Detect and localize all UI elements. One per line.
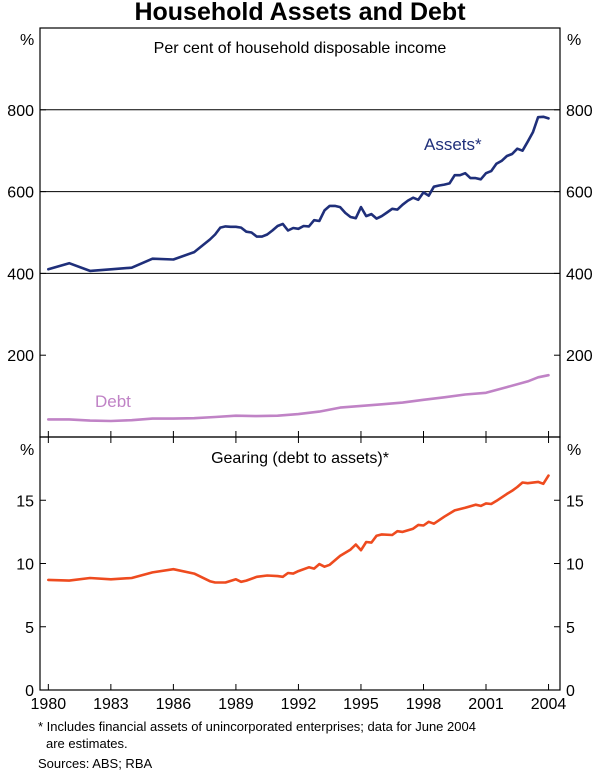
gearing-series-line	[47, 474, 550, 584]
sources-note: Sources: ABS; RBA	[38, 756, 152, 771]
y-tick-label-left: 400	[7, 266, 34, 283]
top-gridlines	[40, 109, 560, 274]
y-tick-label-right: 5	[566, 620, 575, 637]
top-panel: % % Per cent of household disposable inc…	[7, 27, 593, 438]
bottom-panel: % % Gearing (debt to assets)* 0 0 5 5 10 10 15…	[16, 436, 584, 700]
y-tick-label-left: 200	[7, 348, 34, 365]
x-tick-label: 1986	[156, 696, 192, 713]
bottom-unit-right: %	[567, 442, 581, 459]
y-tick-label-right: 800	[566, 103, 593, 120]
x-tick-label: 1995	[343, 696, 379, 713]
x-tick-label: 2001	[468, 696, 504, 713]
top-tick-labels: 200 200 400 400 600 600 800 800	[7, 103, 593, 365]
top-unit-right: %	[567, 32, 581, 49]
top-panel-subtitle: Per cent of household disposable income	[154, 40, 447, 57]
y-tick-label-left: 5	[25, 620, 34, 637]
y-tick-label-right: 10	[566, 557, 584, 574]
x-tick-label: 1998	[406, 696, 442, 713]
assets-series-line	[47, 115, 550, 273]
footnote-line-1: * Includes financial assets of unincorpo…	[38, 719, 476, 734]
y-tick-label-right: 0	[566, 683, 575, 700]
bottom-panel-subtitle: Gearing (debt to assets)*	[211, 450, 389, 467]
chart-title: Household Assets and Debt	[134, 0, 466, 26]
debt-series-label: Debt	[95, 392, 131, 411]
x-tick-label: 1992	[281, 696, 317, 713]
x-tick-label: 2004	[531, 696, 567, 713]
assets-series-label: Assets*	[424, 135, 482, 154]
x-axis: 1980 1983 1986 1989 1992 1995 1998 2001 2004	[31, 431, 567, 713]
y-tick-label-right: 15	[566, 493, 584, 510]
bottom-tick-labels: 0 0 5 5 10 10 15 15	[16, 493, 584, 700]
y-tick-label-left: 800	[7, 103, 34, 120]
top-unit-left: %	[20, 32, 34, 49]
bottom-series	[47, 474, 550, 584]
y-tick-label-right: 400	[566, 266, 593, 283]
y-tick-label-left: 10	[16, 557, 34, 574]
y-tick-label-right: 600	[566, 185, 593, 202]
y-tick-label-right: 200	[566, 348, 593, 365]
y-tick-label-left: 0	[25, 683, 34, 700]
x-tick-label: 1980	[31, 696, 67, 713]
x-tick-label: 1989	[218, 696, 254, 713]
y-tick-label-left: 15	[16, 493, 34, 510]
footnote-line-2: are estimates.	[46, 736, 128, 751]
x-tick-label: 1983	[93, 696, 129, 713]
y-tick-label-left: 600	[7, 185, 34, 202]
debt-series-line	[47, 373, 550, 423]
bottom-unit-left: %	[20, 442, 34, 459]
bottom-panel-frame	[39, 436, 561, 691]
top-series	[47, 115, 550, 423]
top-panel-frame	[39, 27, 561, 438]
